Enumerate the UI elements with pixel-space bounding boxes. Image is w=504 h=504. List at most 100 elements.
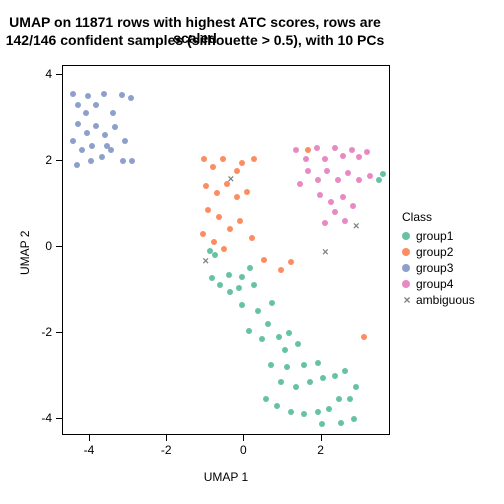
data-point-group1 xyxy=(351,416,357,422)
data-point-group3 xyxy=(104,143,110,149)
data-point-group1 xyxy=(353,384,359,390)
data-point-group1 xyxy=(251,282,257,288)
data-point-group3 xyxy=(119,92,125,98)
data-point-group4 xyxy=(297,181,303,187)
data-point-group2 xyxy=(220,156,226,162)
data-point-group1 xyxy=(263,396,269,402)
data-point-group2 xyxy=(221,246,227,252)
data-point-group4 xyxy=(349,147,355,153)
y-tick xyxy=(56,160,62,161)
data-point-group4 xyxy=(356,154,362,160)
data-point-group1 xyxy=(315,360,321,366)
data-point-ambiguous: × xyxy=(322,248,328,259)
data-point-group1 xyxy=(239,274,245,280)
data-point-group1 xyxy=(301,362,307,368)
data-point-group4 xyxy=(335,177,341,183)
data-point-group2 xyxy=(278,267,284,273)
data-point-group2 xyxy=(239,160,245,166)
data-point-ambiguous: × xyxy=(353,222,359,233)
data-point-group1 xyxy=(284,364,290,370)
y-tick xyxy=(56,418,62,419)
legend-label: group4 xyxy=(416,277,453,291)
data-point-group3 xyxy=(89,143,95,149)
data-point-group4 xyxy=(367,173,373,179)
data-point-group2 xyxy=(216,214,222,220)
data-point-group1 xyxy=(288,409,294,415)
data-point-group3 xyxy=(88,158,94,164)
data-point-group4 xyxy=(293,147,299,153)
data-point-group1 xyxy=(315,409,321,415)
data-point-group1 xyxy=(269,300,275,306)
data-point-group1 xyxy=(293,384,299,390)
data-point-group1 xyxy=(307,379,313,385)
data-point-group2 xyxy=(361,334,367,340)
data-point-group1 xyxy=(247,265,253,271)
data-point-group1 xyxy=(301,411,307,417)
data-point-group2 xyxy=(244,189,250,195)
data-point-group2 xyxy=(249,235,255,241)
data-point-group1 xyxy=(236,285,242,291)
data-point-group4 xyxy=(340,194,346,200)
data-point-group4 xyxy=(322,220,328,226)
data-point-group1 xyxy=(376,177,382,183)
y-tick-label: -4 xyxy=(34,411,52,425)
legend-label: group3 xyxy=(416,261,453,275)
y-axis-label: UMAP 2 xyxy=(18,231,32,275)
data-point-group3 xyxy=(112,124,118,130)
chart-container: UMAP on 11871 rows with highest ATC scor… xyxy=(0,0,504,504)
legend-item: group4 xyxy=(402,276,475,292)
data-point-group1 xyxy=(274,403,280,409)
x-axis-label: UMAP 1 xyxy=(62,470,390,484)
legend-label: ambiguous xyxy=(416,293,475,307)
data-point-group1 xyxy=(342,368,348,374)
x-tick xyxy=(243,435,244,441)
data-point-group1 xyxy=(268,362,274,368)
data-point-group4 xyxy=(340,153,346,159)
y-tick xyxy=(56,246,62,247)
y-tick-label: 0 xyxy=(34,239,52,253)
data-point-group3 xyxy=(75,121,81,127)
data-point-group2 xyxy=(234,168,240,174)
data-point-group4 xyxy=(356,177,362,183)
data-point-group2 xyxy=(203,183,209,189)
data-point-group4 xyxy=(350,203,356,209)
data-point-group3 xyxy=(74,162,80,168)
data-point-group3 xyxy=(70,138,76,144)
legend-title: Class xyxy=(402,210,475,224)
data-point-group4 xyxy=(364,149,370,155)
data-point-group1 xyxy=(226,272,232,278)
data-point-ambiguous: × xyxy=(203,256,209,267)
legend-label: group2 xyxy=(416,245,453,259)
y-tick-label: -2 xyxy=(34,325,52,339)
data-point-group4 xyxy=(303,156,309,162)
plot-area: ×××× xyxy=(62,65,390,435)
data-point-group2 xyxy=(251,156,257,162)
data-point-group2 xyxy=(210,164,216,170)
data-point-group1 xyxy=(282,347,288,353)
data-point-group3 xyxy=(128,95,134,101)
data-point-group4 xyxy=(342,218,348,224)
x-tick-label: -4 xyxy=(84,443,95,457)
data-point-group1 xyxy=(332,373,338,379)
x-tick xyxy=(321,435,322,441)
legend-swatch xyxy=(402,264,410,272)
data-point-group3 xyxy=(83,110,89,116)
data-point-group1 xyxy=(239,302,245,308)
data-point-group3 xyxy=(129,158,135,164)
data-point-group1 xyxy=(320,375,326,381)
data-point-group1 xyxy=(338,420,344,426)
y-tick-label: 2 xyxy=(34,153,52,167)
x-tick-label: 0 xyxy=(240,443,247,457)
data-point-group2 xyxy=(234,194,240,200)
data-point-group1 xyxy=(286,330,292,336)
data-point-group3 xyxy=(101,91,107,97)
legend-swatch xyxy=(402,280,410,288)
data-point-group1 xyxy=(227,289,233,295)
legend-label: group1 xyxy=(416,229,453,243)
data-point-group3 xyxy=(122,138,128,144)
data-point-group1 xyxy=(347,396,353,402)
data-point-group2 xyxy=(214,190,220,196)
legend-item: group2 xyxy=(402,244,475,260)
data-point-group2 xyxy=(305,147,311,153)
data-point-group1 xyxy=(209,275,215,281)
